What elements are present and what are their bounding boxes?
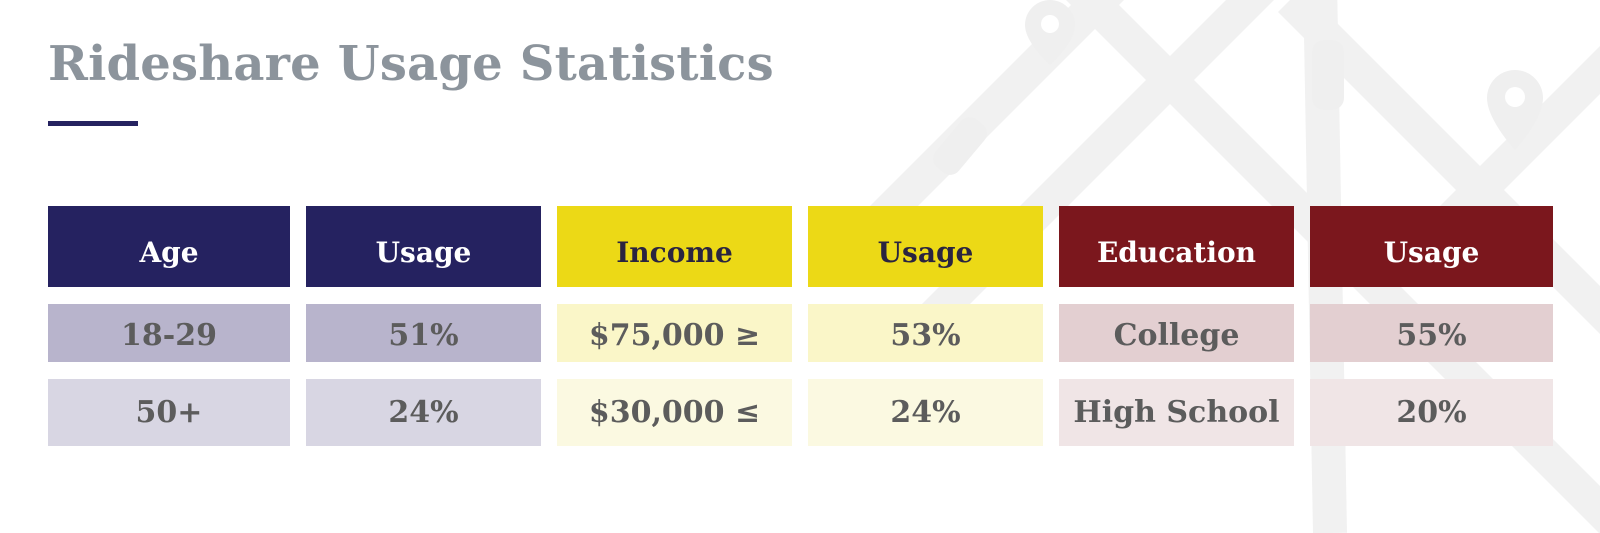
table-cell: $75,000 ≥: [557, 304, 792, 362]
title-underline: [48, 121, 138, 126]
header-education-usage: Usage: [1310, 206, 1553, 287]
page-title: Rideshare Usage Statistics: [48, 36, 774, 92]
table-cell: 20%: [1310, 379, 1553, 446]
header-age-usage: Usage: [306, 206, 541, 287]
header-education: Education: [1059, 206, 1294, 287]
map-pin-icon: [1025, 0, 1075, 65]
map-pin-icon: [1487, 70, 1543, 150]
table-cell: 50+: [48, 379, 290, 446]
table-cell: 24%: [306, 379, 541, 446]
table-cell: 51%: [306, 304, 541, 362]
car-icon: [1312, 40, 1344, 110]
header-income: Income: [557, 206, 792, 287]
table-cell: 18-29: [48, 304, 290, 362]
table-cell: $30,000 ≤: [557, 379, 792, 446]
table-cell: High School: [1059, 379, 1294, 446]
header-age: Age: [48, 206, 290, 287]
table-cell: College: [1059, 304, 1294, 362]
car-icon: [933, 117, 987, 175]
table-cell: 53%: [808, 304, 1043, 362]
usage-table: Age Usage Income Usage Education Usage 1…: [48, 206, 1553, 446]
table-cell: 24%: [808, 379, 1043, 446]
table-cell: 55%: [1310, 304, 1553, 362]
header-income-usage: Usage: [808, 206, 1043, 287]
